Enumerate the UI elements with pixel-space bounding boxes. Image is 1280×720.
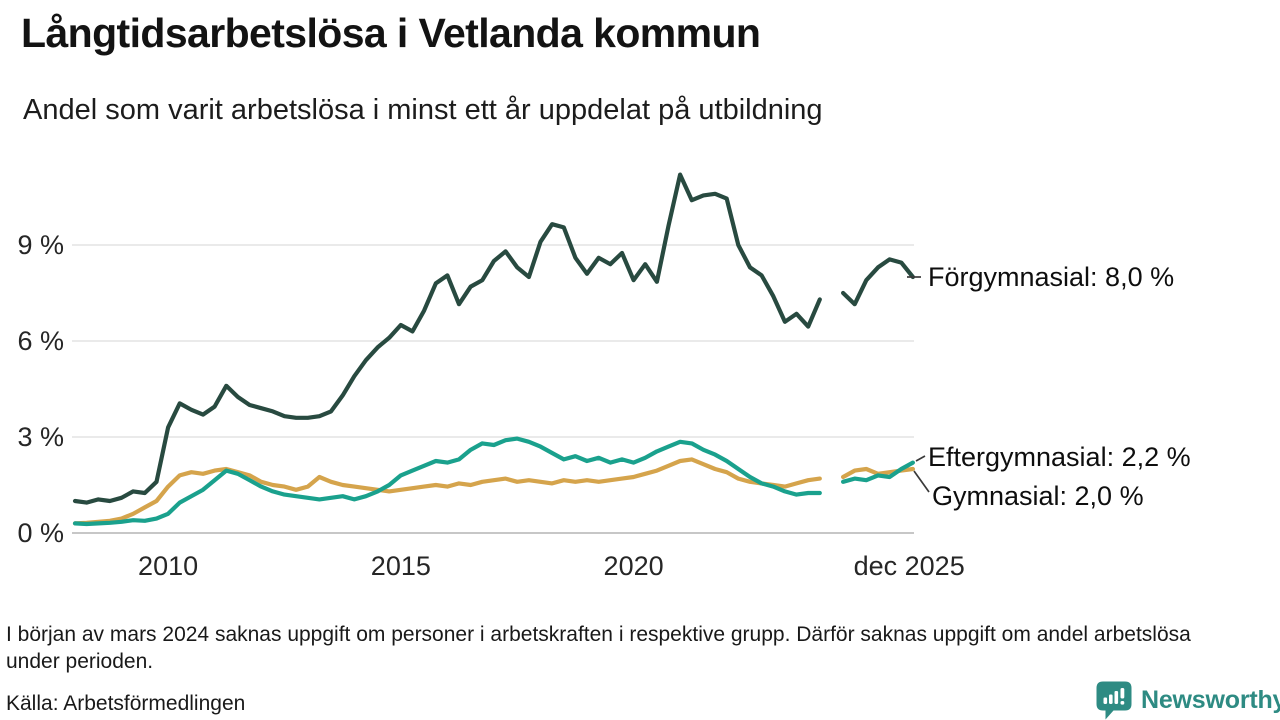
series-lines — [72, 172, 915, 527]
series-end-label-gymnasial: Gymnasial: 2,0 % — [932, 481, 1144, 511]
newsworthy-branding: Newsworthy — [1096, 681, 1280, 720]
page-title: Långtidsarbetslösa i Vetlanda kommun — [21, 10, 761, 56]
page-subtitle: Andel som varit arbetslösa i minst ett å… — [23, 94, 823, 126]
newsworthy-wordmark: Newsworthy — [1141, 686, 1280, 714]
gridlines — [72, 244, 914, 534]
leader-line-eftergymnasial — [915, 455, 926, 462]
y-axis-tick-label: 3 % — [17, 422, 64, 452]
x-axis-tick-label: dec 2025 — [853, 551, 965, 581]
series-end-label-forgymnasial: Förgymnasial: 8,0 % — [928, 262, 1175, 292]
speech-bubble-shape — [1096, 681, 1132, 720]
y-axis-tick-label: 9 % — [17, 230, 64, 260]
source-text: Källa: Arbetsförmedlingen — [6, 692, 246, 715]
x-axis-tick-label: 2020 — [603, 551, 664, 581]
chart-footnote: I början av mars 2024 saknas uppgift om … — [6, 623, 1191, 673]
series-line-eftergymnasial — [72, 436, 915, 527]
y-axis-tick-label: 0 % — [17, 518, 64, 548]
leader-line-gymnasial — [913, 470, 930, 493]
x-axis-tick-label: 2015 — [370, 551, 431, 581]
series-line-förgymnasial — [72, 172, 915, 505]
x-axis-tick-label: 2010 — [138, 551, 199, 581]
newsworthy-logo-icon — [1096, 681, 1132, 720]
annotation-leader-lines — [907, 276, 930, 493]
y-axis-tick-label: 6 % — [17, 326, 64, 356]
series-end-label-eftergymnasial: Eftergymnasial: 2,2 % — [928, 442, 1191, 472]
